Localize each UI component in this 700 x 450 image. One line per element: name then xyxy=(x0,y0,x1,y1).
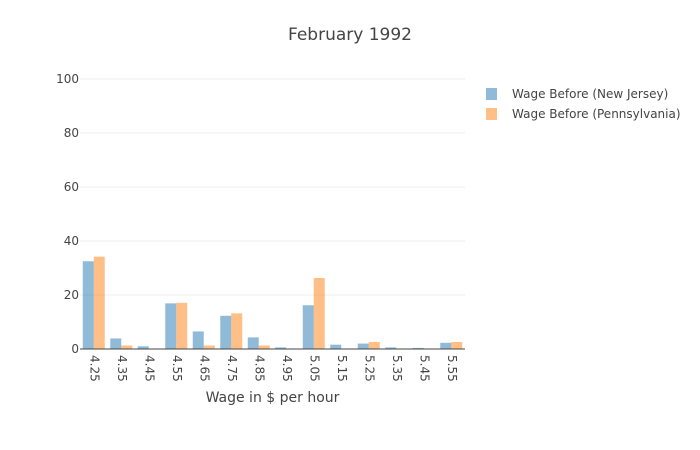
x-axis-ticks: 4.25 4.35 4.45 4.55 4.65 4.75 4.85 4.95 5.05 5.15… xyxy=(87,355,459,382)
legend-swatch xyxy=(486,88,497,100)
gridlines xyxy=(80,78,465,296)
x-tick-label: 4.45 xyxy=(142,355,156,382)
x-tick-label: 5.55 xyxy=(445,355,459,382)
x-tick-label: 4.25 xyxy=(87,355,101,382)
bar-series-1-5-05[interactable] xyxy=(313,277,325,349)
y-tick-label: 80 xyxy=(64,126,79,140)
bar-series-1-4-35[interactable] xyxy=(121,345,133,349)
x-tick-label: 4.85 xyxy=(252,355,266,382)
chart-title: February 1992 xyxy=(288,25,412,45)
bar-series-0-5-15[interactable] xyxy=(330,344,342,349)
y-axis-ticks: 0 20 40 60 80 100 xyxy=(56,72,79,356)
bar-series-1-5-55[interactable] xyxy=(451,341,463,349)
bar-series-0-5-05[interactable] xyxy=(302,305,314,349)
bars xyxy=(82,256,463,349)
bar-series-0-4-75[interactable] xyxy=(220,315,232,349)
bar-series-1-4-85[interactable] xyxy=(258,345,270,349)
legend[interactable]: Wage Before (New Jersey) Wage Before (Pen… xyxy=(486,87,681,121)
x-tick-label: 5.15 xyxy=(335,355,349,382)
x-tick-label: 4.95 xyxy=(280,355,294,382)
x-tick-label: 5.05 xyxy=(307,355,321,382)
bar-series-1-4-25[interactable] xyxy=(93,256,105,349)
y-tick-label: 40 xyxy=(64,234,79,248)
x-tick-label: 5.35 xyxy=(390,355,404,382)
x-tick-label: 5.25 xyxy=(362,355,376,382)
bar-series-0-4-65[interactable] xyxy=(192,331,204,349)
x-tick-label: 4.55 xyxy=(170,355,184,382)
bar-series-0-4-25[interactable] xyxy=(82,261,94,349)
y-tick-label: 60 xyxy=(64,180,79,194)
bar-series-0-4-85[interactable] xyxy=(247,337,259,349)
bar-series-0-4-55[interactable] xyxy=(165,303,177,349)
bar-series-0-4-35[interactable] xyxy=(110,338,122,349)
x-axis-title: Wage in $ per hour xyxy=(206,390,340,406)
legend-item-0[interactable]: Wage Before (New Jersey) xyxy=(486,87,668,101)
y-tick-label: 20 xyxy=(64,288,79,302)
bar-series-0-5-55[interactable] xyxy=(440,342,452,349)
legend-label: Wage Before (Pennsylvania) xyxy=(512,107,681,121)
x-tick-label: 5.45 xyxy=(417,355,431,382)
x-tick-label: 4.65 xyxy=(197,355,211,382)
y-tick-label: 100 xyxy=(56,72,79,86)
x-tick-label: 4.75 xyxy=(225,355,239,382)
bar-series-1-4-65[interactable] xyxy=(203,345,215,349)
bar-series-0-4-45[interactable] xyxy=(137,346,149,349)
bar-series-0-5-25[interactable] xyxy=(357,343,369,349)
y-tick-label: 0 xyxy=(71,342,79,356)
legend-item-1[interactable]: Wage Before (Pennsylvania) xyxy=(486,107,681,121)
x-tick-label: 4.35 xyxy=(115,355,129,382)
bar-series-0-5-45[interactable] xyxy=(412,347,424,349)
bar-series-1-4-75[interactable] xyxy=(231,313,243,349)
bar-series-1-4-55[interactable] xyxy=(176,302,188,349)
legend-swatch xyxy=(486,108,497,120)
bar-series-1-5-25[interactable] xyxy=(368,341,380,349)
bar-series-0-5-35[interactable] xyxy=(385,347,397,349)
bar-series-0-4-95[interactable] xyxy=(275,347,287,349)
legend-label: Wage Before (New Jersey) xyxy=(512,87,668,101)
